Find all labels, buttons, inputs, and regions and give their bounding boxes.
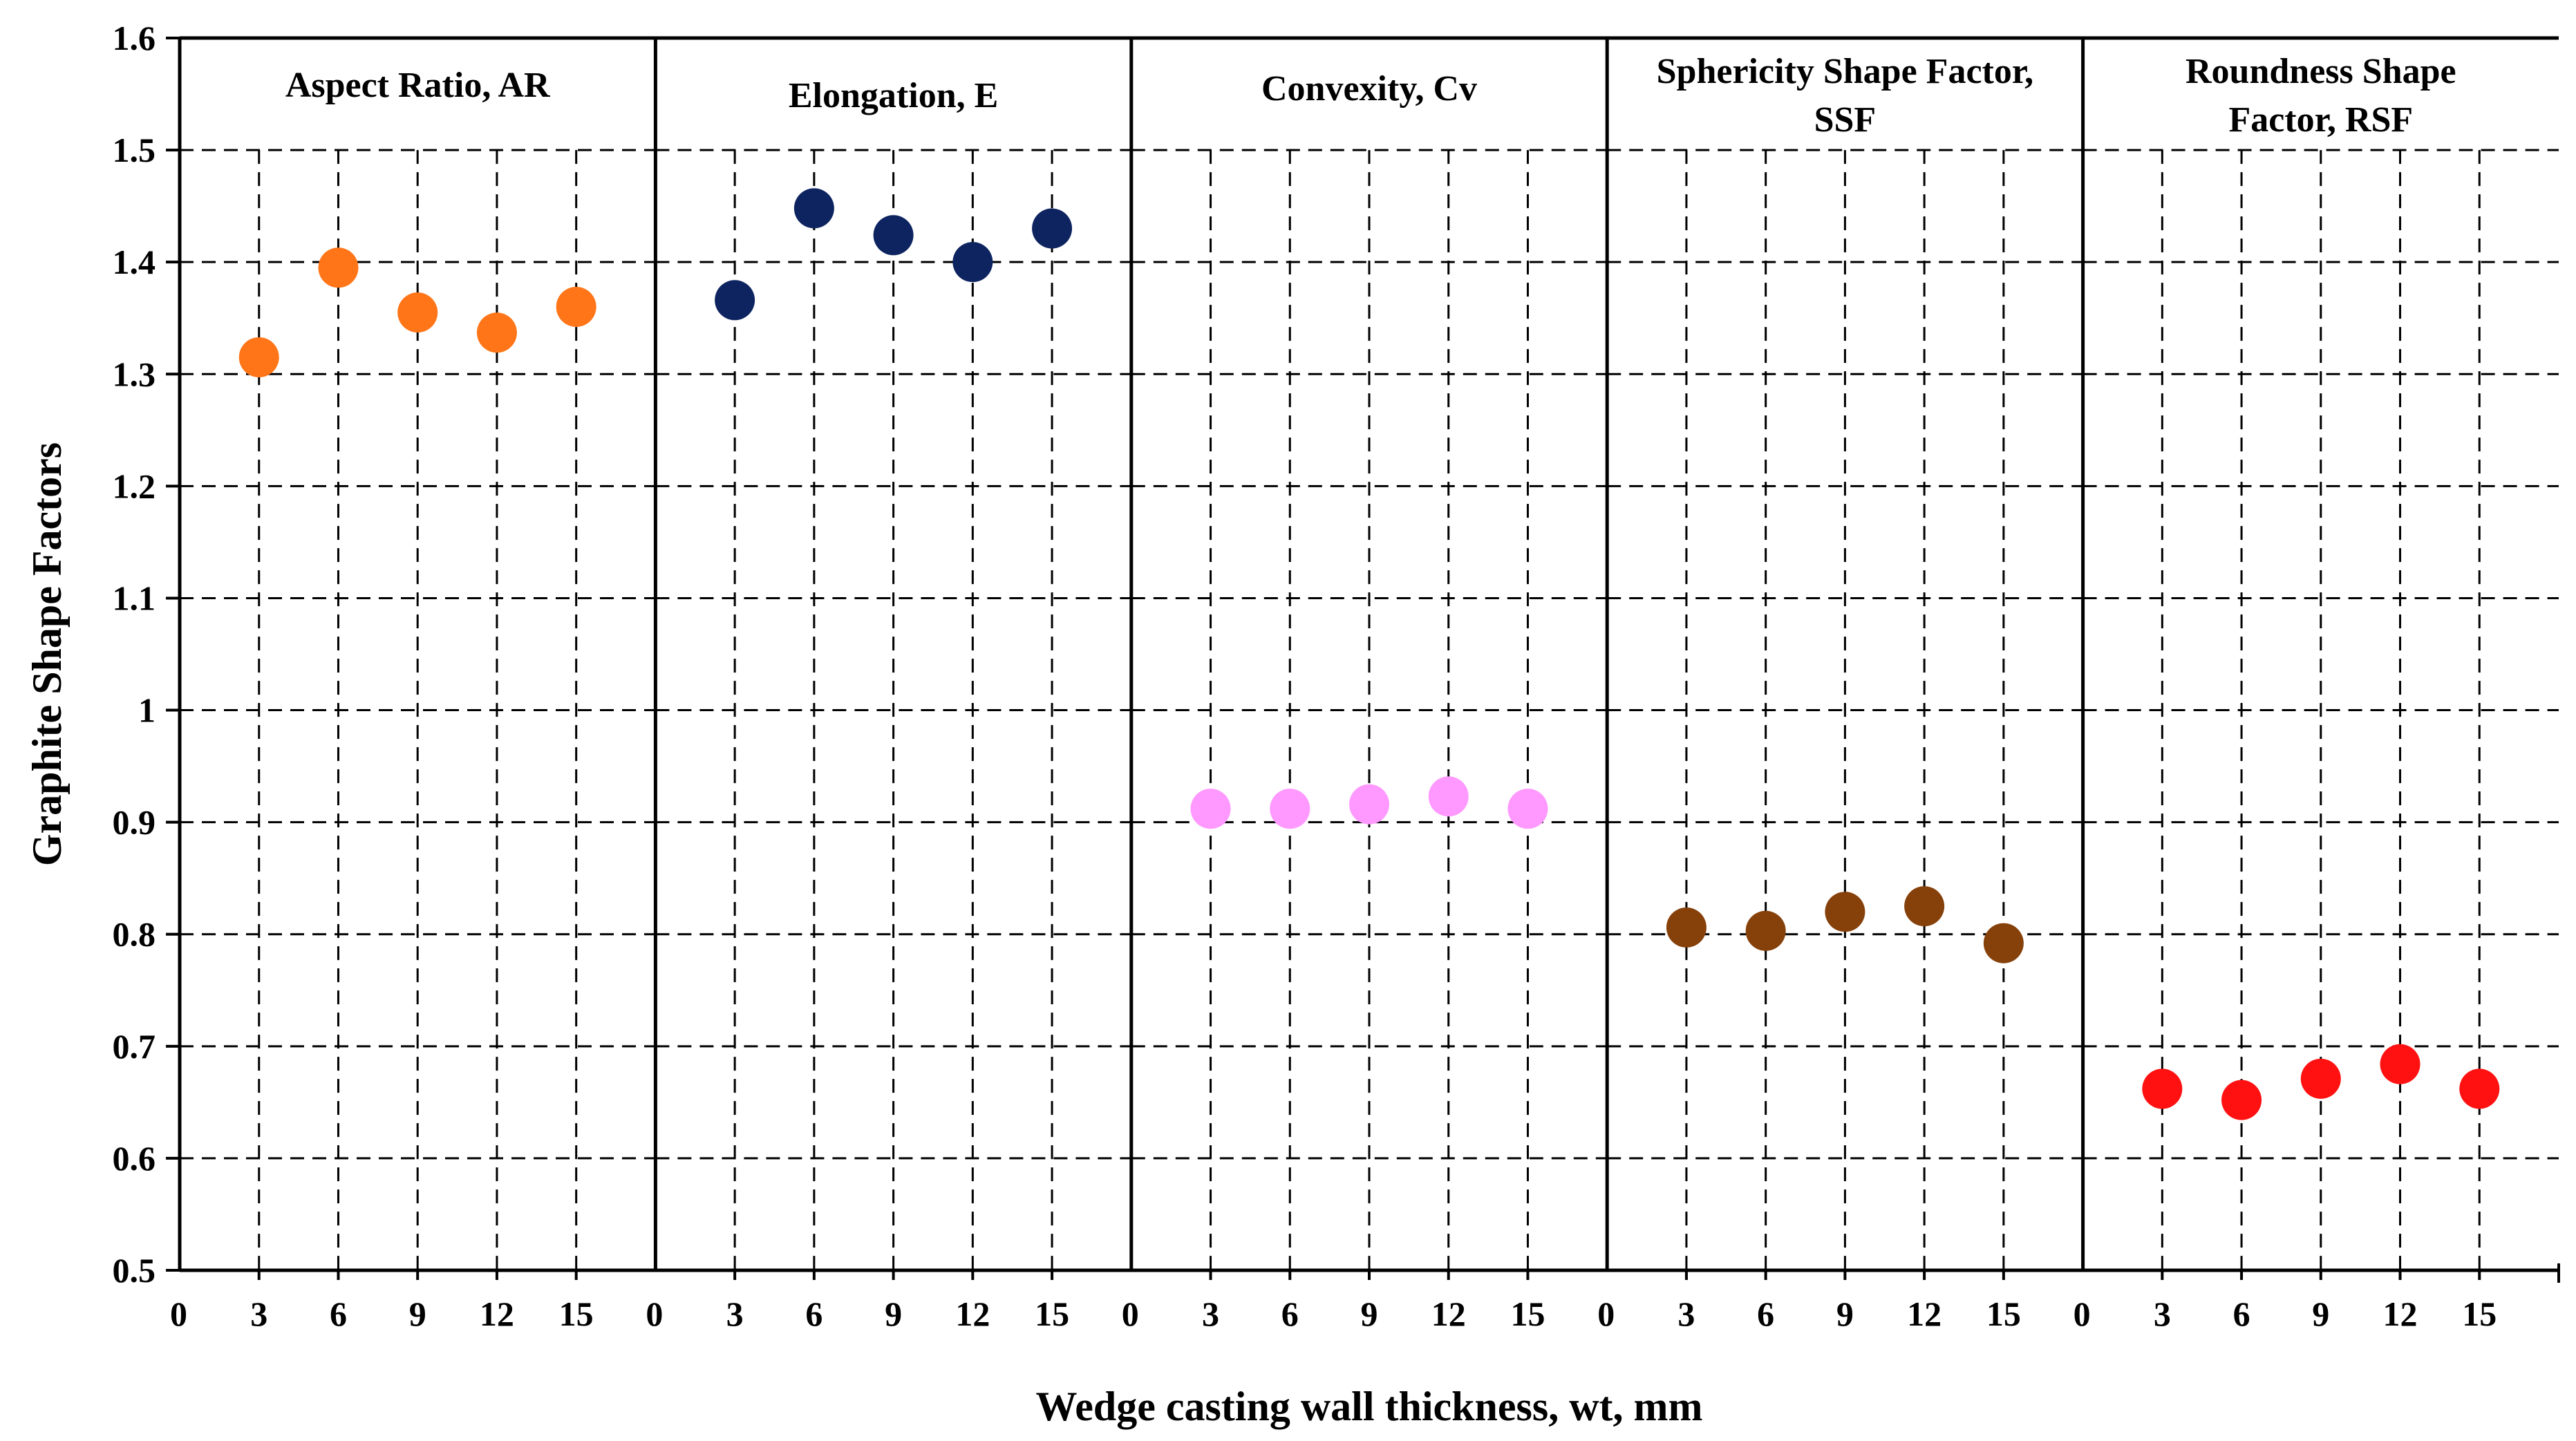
y-tick-label: 0.9 <box>113 803 156 842</box>
y-tick-label: 0.5 <box>113 1251 156 1290</box>
data-point <box>2380 1044 2420 1084</box>
panel-title: Convexity, Cv <box>1261 69 1477 109</box>
data-point <box>873 215 914 256</box>
x-tick-label: 9 <box>2312 1294 2329 1333</box>
y-axis-title: Graphite Shape Factors <box>24 442 70 866</box>
x-tick-label: 12 <box>480 1294 514 1333</box>
data-point <box>1904 886 1945 927</box>
x-tick-label: 6 <box>1281 1294 1299 1333</box>
x-tick-label: 6 <box>330 1294 347 1333</box>
data-point <box>556 287 596 328</box>
y-tick-label: 0.7 <box>113 1027 156 1066</box>
data-point <box>238 337 279 377</box>
x-tick-label: 15 <box>1035 1294 1069 1333</box>
data-point <box>2221 1080 2262 1120</box>
data-point <box>952 242 993 283</box>
data-point <box>1507 789 1548 829</box>
grid-lines <box>180 149 2559 1270</box>
x-tick-label: 3 <box>1202 1294 1219 1333</box>
y-tick-label: 1.2 <box>113 467 156 505</box>
y-tick-label: 1 <box>138 691 156 730</box>
x-tick-label: 12 <box>955 1294 990 1333</box>
panel-title: Aspect Ratio, AR <box>285 66 551 105</box>
x-tick-label: 6 <box>2233 1294 2250 1333</box>
data-point <box>2300 1058 2341 1099</box>
panel-title: Sphericity Shape Factor, SSF <box>1657 52 2034 140</box>
data-point <box>715 280 755 321</box>
data-point <box>1349 784 1389 825</box>
y-tick-label: 0.8 <box>113 915 156 954</box>
panel-title: Roundness Shape Factor, RSF <box>2185 52 2456 140</box>
x-tick-label: 6 <box>1757 1294 1774 1333</box>
x-tick-label: 9 <box>1836 1294 1854 1333</box>
panel-title-line: Factor, RSF <box>2228 100 2413 140</box>
x-tick-label: 15 <box>1510 1294 1545 1333</box>
x-tick-label: 15 <box>2462 1294 2497 1333</box>
y-tick-label: 1.4 <box>113 243 156 281</box>
axis-ticks: 0.5 0.6 0.7 0.8 0.9 1 1.1 1.2 1.3 1.4 1.5 1.6 0 3 6 9 12… <box>113 19 2497 1333</box>
x-tick-label: 0 <box>646 1294 663 1333</box>
x-tick-label: 3 <box>250 1294 267 1333</box>
data-point <box>1666 907 1707 948</box>
y-tick-label: 1.6 <box>113 19 156 57</box>
x-axis-title: Wedge casting wall thickness, wt, mm <box>1036 1384 1703 1429</box>
data-point <box>1032 208 1073 249</box>
data-point <box>397 292 438 333</box>
x-tick-label: 3 <box>2154 1294 2171 1333</box>
data-point <box>1745 910 1786 951</box>
data-points <box>238 188 2500 1120</box>
data-point <box>1270 789 1310 829</box>
panel-title-line: Sphericity Shape Factor, <box>1657 52 2034 91</box>
panel-titles: Aspect Ratio, AR Elongation, E Convexity, … <box>285 52 2456 140</box>
x-tick-label: 12 <box>1907 1294 1942 1333</box>
panel-title-line: SSF <box>1814 100 1877 140</box>
y-tick-label: 0.6 <box>113 1139 156 1178</box>
data-point <box>318 247 359 288</box>
x-tick-label: 9 <box>1361 1294 1378 1333</box>
x-tick-label: 0 <box>2074 1294 2091 1333</box>
data-point <box>1825 892 1865 932</box>
x-tick-label: 15 <box>1986 1294 2021 1333</box>
y-tick-label: 1.1 <box>113 578 156 617</box>
y-tick-label: 1.5 <box>113 131 156 169</box>
x-tick-label: 0 <box>1597 1294 1615 1333</box>
x-tick-label: 12 <box>2383 1294 2418 1333</box>
data-point <box>476 312 517 353</box>
x-tick-label: 9 <box>409 1294 426 1333</box>
data-point <box>2142 1068 2183 1109</box>
x-tick-label: 15 <box>559 1294 594 1333</box>
x-tick-label: 12 <box>1431 1294 1466 1333</box>
x-tick-label: 0 <box>1122 1294 1139 1333</box>
x-tick-label: 9 <box>885 1294 902 1333</box>
data-point <box>2459 1068 2500 1109</box>
panel-title-line: Roundness Shape <box>2185 52 2456 91</box>
panel-title: Elongation, E <box>789 76 998 115</box>
data-point <box>1983 923 2024 963</box>
x-tick-label: 3 <box>726 1294 744 1333</box>
data-point <box>1190 789 1231 829</box>
x-tick-label: 3 <box>1677 1294 1695 1333</box>
x-tick-label: 0 <box>170 1294 187 1333</box>
y-tick-label: 1.3 <box>113 355 156 393</box>
data-point <box>1428 776 1469 817</box>
panel-title-line: Convexity, Cv <box>1261 69 1477 109</box>
x-tick-label: 6 <box>805 1294 822 1333</box>
data-point <box>793 188 834 229</box>
panel-title-line: Aspect Ratio, AR <box>285 66 551 105</box>
panel-title-line: Elongation, E <box>789 76 998 115</box>
